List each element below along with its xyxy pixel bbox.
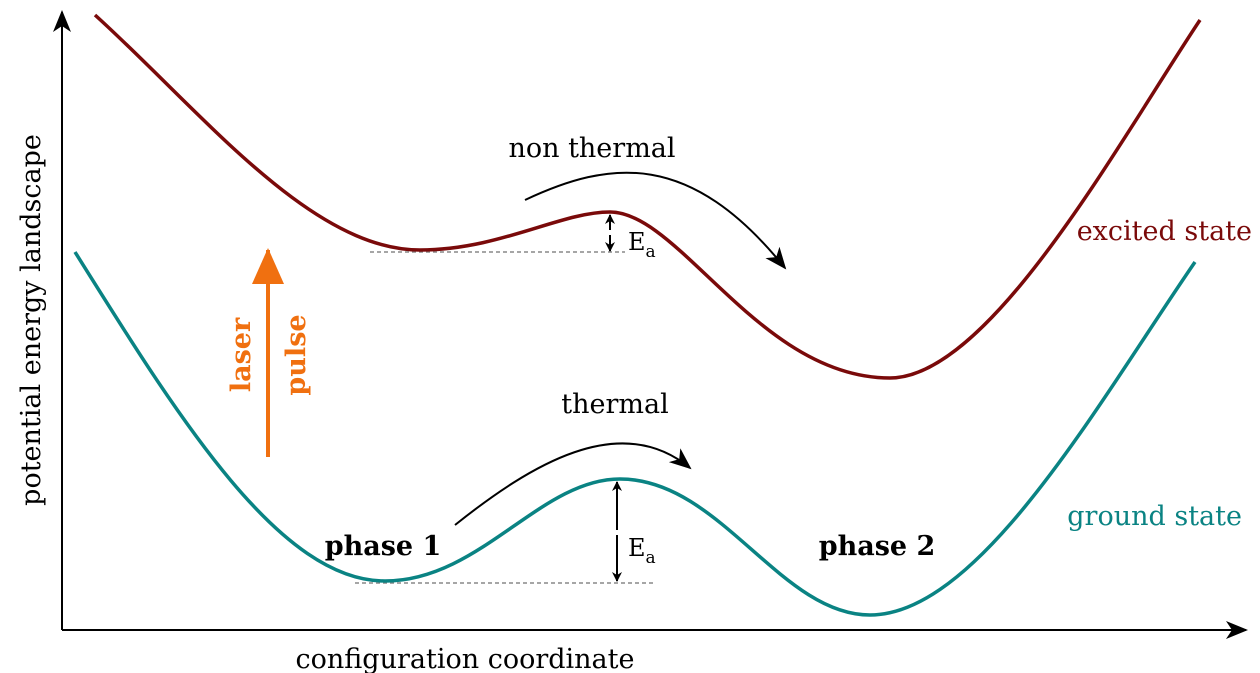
- barrier-label: Ea: [628, 534, 656, 568]
- x-axis-label: configuration coordinate: [296, 644, 635, 673]
- laser-word: laser: [226, 317, 257, 392]
- subscript: a: [646, 548, 656, 568]
- transition-arrow: [454, 442, 692, 526]
- laser-word: pulse: [281, 314, 312, 395]
- transition-label: thermal: [561, 389, 668, 420]
- excited-curve: [93, 13, 1202, 380]
- curve-label: excited state: [1077, 216, 1252, 247]
- y-axis-label: potential energy landscape: [16, 134, 47, 506]
- phase-label: phase 1: [325, 531, 442, 562]
- transition-arrow: [524, 171, 787, 270]
- symbol: E: [628, 534, 646, 562]
- phase-label: phase 2: [819, 531, 936, 562]
- subscript: a: [646, 242, 656, 262]
- transition-label: non thermal: [508, 133, 675, 164]
- symbol: E: [628, 228, 646, 256]
- curve-label: ground state: [1067, 501, 1242, 532]
- ground-curve: [73, 251, 1197, 617]
- barrier-label: Ea: [628, 228, 656, 262]
